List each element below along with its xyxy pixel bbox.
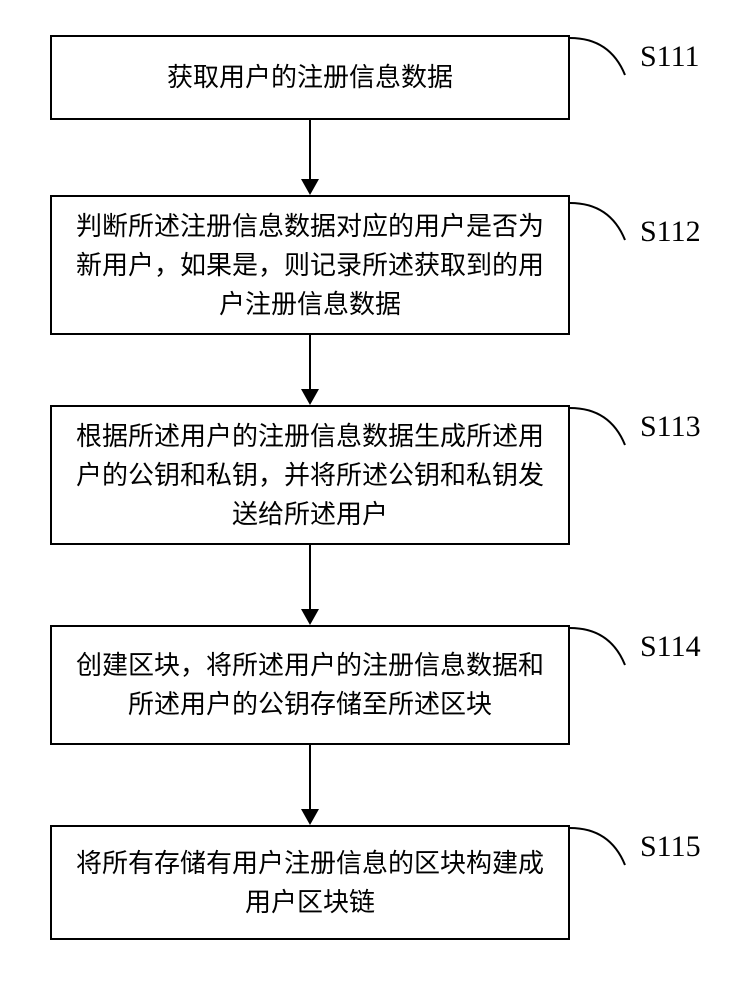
step-label-s114: S114: [640, 630, 701, 664]
flow-text: 根据所述用户的注册信息数据生成所述用户的公钥和私钥，并将所述公钥和私钥发送给所述…: [72, 417, 548, 534]
flow-text: 判断所述注册信息数据对应的用户是否为新用户，如果是，则记录所述获取到的用户注册信…: [72, 207, 548, 324]
arrow-head-1: [301, 179, 319, 195]
step-label-s113: S113: [640, 410, 701, 444]
arrow-head-4: [301, 809, 319, 825]
flow-box-s113: 根据所述用户的注册信息数据生成所述用户的公钥和私钥，并将所述公钥和私钥发送给所述…: [50, 405, 570, 545]
flow-box-s114: 创建区块，将所述用户的注册信息数据和所述用户的公钥存储至所述区块: [50, 625, 570, 745]
arrow-line-4: [309, 745, 311, 810]
arrow-line-3: [309, 545, 311, 610]
flow-text: 创建区块，将所述用户的注册信息数据和所述用户的公钥存储至所述区块: [72, 646, 548, 724]
arrow-head-2: [301, 389, 319, 405]
connector-curve-s111: [570, 35, 640, 90]
arrow-line-1: [309, 120, 311, 180]
step-label-s112: S112: [640, 215, 701, 249]
arrow-line-2: [309, 335, 311, 390]
connector-curve-s113: [570, 405, 640, 460]
connector-curve-s112: [570, 200, 640, 255]
arrow-head-3: [301, 609, 319, 625]
step-label-s111: S111: [640, 40, 699, 74]
flow-text: 获取用户的注册信息数据: [167, 58, 453, 97]
flow-box-s115: 将所有存储有用户注册信息的区块构建成用户区块链: [50, 825, 570, 940]
step-label-s115: S115: [640, 830, 701, 864]
flow-text: 将所有存储有用户注册信息的区块构建成用户区块链: [72, 844, 548, 922]
flow-box-s111: 获取用户的注册信息数据: [50, 35, 570, 120]
connector-curve-s114: [570, 625, 640, 680]
connector-curve-s115: [570, 825, 640, 880]
flow-box-s112: 判断所述注册信息数据对应的用户是否为新用户，如果是，则记录所述获取到的用户注册信…: [50, 195, 570, 335]
